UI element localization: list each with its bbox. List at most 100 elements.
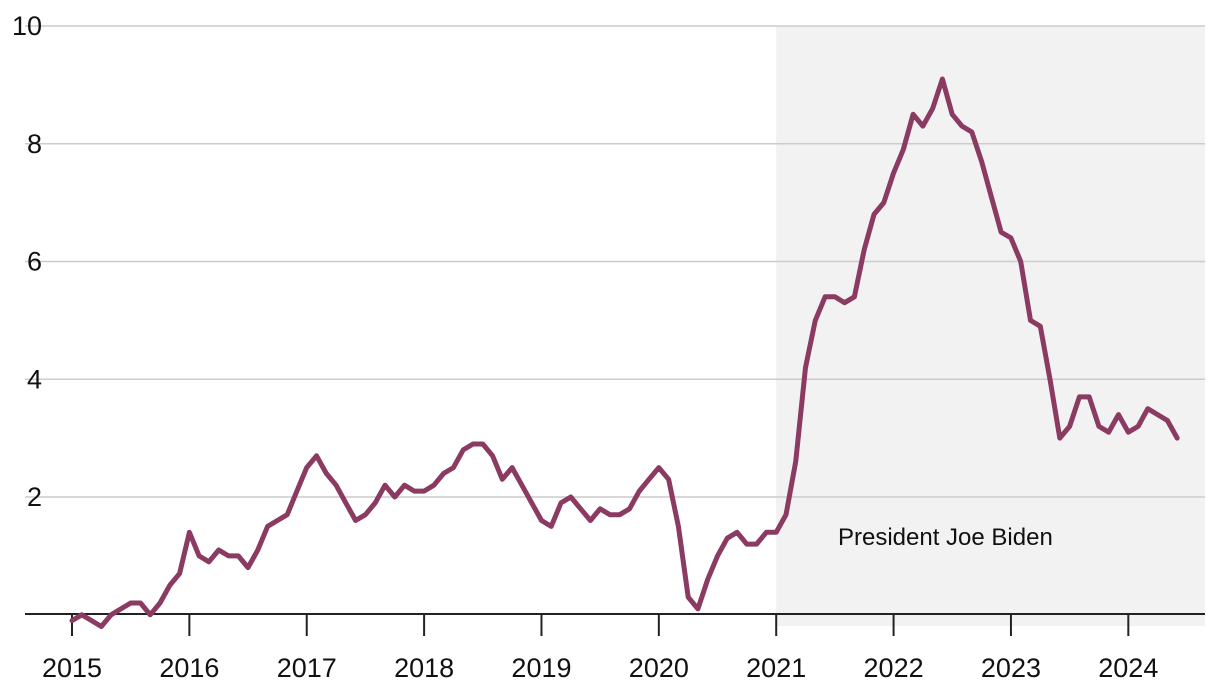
- gridlines: [25, 25, 1205, 498]
- data-point: [1057, 436, 1062, 441]
- data-point: [1077, 394, 1082, 399]
- data-point: [598, 506, 603, 511]
- data-point: [187, 530, 192, 535]
- data-point: [519, 483, 524, 488]
- data-point: [422, 489, 427, 494]
- data-point: [294, 489, 299, 494]
- data-point: [236, 553, 241, 558]
- data-point: [774, 530, 779, 535]
- data-point: [1038, 324, 1043, 329]
- data-point: [1116, 412, 1121, 417]
- y-tick-label: 4: [27, 364, 42, 394]
- data-point: [480, 442, 485, 447]
- data-point: [1008, 235, 1013, 240]
- data-point: [549, 524, 554, 529]
- data-point: [979, 159, 984, 164]
- data-point: [1106, 430, 1111, 435]
- data-point: [969, 130, 974, 135]
- data-point: [451, 465, 456, 470]
- data-point: [891, 171, 896, 176]
- data-point: [500, 477, 505, 482]
- x-tick-label: 2015: [42, 653, 102, 683]
- data-point: [148, 612, 153, 617]
- x-tick-label: 2018: [394, 653, 454, 683]
- data-point: [647, 477, 652, 482]
- data-point: [373, 500, 378, 505]
- data-point: [118, 606, 123, 611]
- data-point: [930, 106, 935, 111]
- y-tick-label: 2: [27, 482, 42, 512]
- data-point: [70, 618, 75, 623]
- data-point: [138, 601, 143, 606]
- y-axis-ticks: 2 4 6 8 10: [12, 11, 42, 512]
- data-point: [676, 524, 681, 529]
- data-point: [275, 518, 280, 523]
- data-point: [206, 559, 211, 564]
- data-point: [588, 518, 593, 523]
- data-point: [940, 77, 945, 82]
- data-point: [363, 512, 368, 517]
- data-point: [285, 512, 290, 517]
- data-point: [686, 595, 691, 600]
- data-point: [960, 124, 965, 129]
- data-point: [128, 601, 133, 606]
- data-point: [1096, 424, 1101, 429]
- data-point: [1018, 259, 1023, 264]
- data-point: [334, 483, 339, 488]
- data-point: [1048, 377, 1053, 382]
- data-point: [911, 112, 916, 117]
- data-point: [265, 524, 270, 529]
- data-point: [1028, 318, 1033, 323]
- data-point: [1145, 406, 1150, 411]
- series-line: [69, 76, 1180, 629]
- x-tick-label: 2020: [629, 653, 689, 683]
- data-point: [353, 518, 358, 523]
- data-point: [666, 477, 671, 482]
- data-point: [920, 124, 925, 129]
- data-point: [725, 536, 730, 541]
- data-point: [510, 465, 515, 470]
- data-point: [881, 200, 886, 205]
- data-point: [842, 300, 847, 305]
- data-point: [412, 489, 417, 494]
- data-point: [1175, 436, 1180, 441]
- x-tick-label: 2016: [159, 653, 219, 683]
- data-point: [255, 548, 260, 553]
- data-point: [89, 618, 94, 623]
- data-point: [109, 612, 114, 617]
- data-point: [383, 483, 388, 488]
- data-point: [568, 495, 573, 500]
- data-point: [872, 212, 877, 217]
- data-point: [715, 553, 720, 558]
- x-tick-label: 2023: [981, 653, 1041, 683]
- y-tick-label: 6: [27, 247, 42, 277]
- data-point: [989, 194, 994, 199]
- data-point: [1126, 430, 1131, 435]
- data-point: [304, 465, 309, 470]
- data-point: [471, 442, 476, 447]
- data-point: [402, 483, 407, 488]
- data-point: [216, 548, 221, 553]
- data-point: [823, 294, 828, 299]
- data-point: [852, 294, 857, 299]
- data-point: [1067, 424, 1072, 429]
- data-point: [392, 495, 397, 500]
- data-point: [246, 565, 251, 570]
- data-point: [754, 542, 759, 547]
- data-point: [764, 530, 769, 535]
- data-point: [559, 500, 564, 505]
- data-point: [813, 318, 818, 323]
- data-point: [901, 147, 906, 152]
- data-point: [324, 471, 329, 476]
- data-point: [617, 512, 622, 517]
- data-point: [167, 583, 172, 588]
- shaded-region-label: President Joe Biden: [838, 524, 1053, 551]
- x-axis-ticks: 2015 2016 2017 2018 2019 2020 2021 2022 2023 2024: [42, 614, 1158, 683]
- data-point: [343, 500, 348, 505]
- data-point: [705, 577, 710, 582]
- data-point: [950, 112, 955, 117]
- data-point: [177, 571, 182, 576]
- data-point: [197, 553, 202, 558]
- data-point: [793, 459, 798, 464]
